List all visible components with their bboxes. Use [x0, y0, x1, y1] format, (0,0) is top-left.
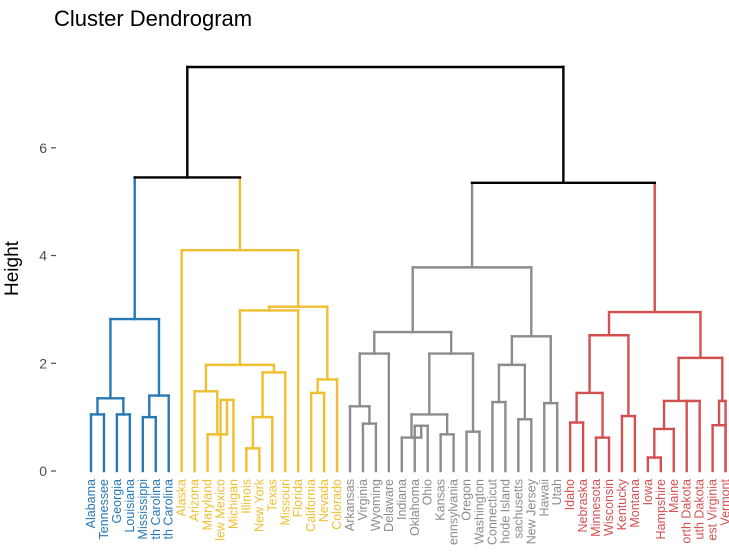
leaf-label: orth Dakota: [680, 479, 694, 544]
leaf-label: Texas: [265, 479, 279, 512]
leaf-label: Wyoming: [369, 479, 383, 531]
leaf-label: Montana: [628, 479, 642, 528]
leaf-label: Wisconsin: [602, 479, 616, 536]
leaf-label: Hampshire: [654, 479, 668, 539]
leaf-label: sachusetts: [511, 479, 525, 539]
leaf-label: Kansas: [434, 479, 448, 521]
leaf-label: Connecticut: [485, 478, 499, 545]
leaf-label: Virginia: [356, 479, 370, 521]
leaf-label: Vermont: [719, 478, 729, 525]
leaf-label: Tennessee: [97, 479, 111, 540]
leaf-label: Washington: [473, 479, 487, 545]
leaf-labels: AlabamaTennesseeGeorgiaLouisianaMississi…: [84, 478, 729, 545]
y-tick-label: 6: [39, 140, 47, 156]
y-tick-label: 4: [39, 248, 47, 264]
leaf-label: Ohio: [421, 479, 435, 505]
leaf-label: lew Mexico: [214, 479, 228, 541]
leaf-label: th Carolina: [149, 479, 163, 539]
leaf-label: Georgia: [110, 479, 124, 524]
y-tick-label: 0: [39, 463, 47, 479]
leaf-label: Hawaii: [537, 479, 551, 517]
leaf-label: Michigan: [226, 479, 240, 529]
leaf-label: California: [304, 479, 318, 532]
leaf-label: Maine: [667, 479, 681, 513]
leaf-label: Alaska: [175, 479, 189, 517]
leaf-label: Nebraska: [576, 479, 590, 533]
leaf-label: Missouri: [278, 479, 292, 526]
leaf-label: ennsylvania: [447, 479, 461, 545]
y-axis: 0 2 4 6: [39, 140, 56, 479]
leaf-label: th Carolina: [162, 479, 176, 539]
y-tick-label: 2: [39, 355, 47, 371]
leaf-label: New York: [252, 478, 266, 532]
leaf-label: Oklahoma: [408, 479, 422, 536]
leaf-label: Minnesota: [589, 479, 603, 537]
leaf-label: Delaware: [382, 479, 396, 532]
leaf-label: Arkansas: [343, 479, 357, 531]
leaf-label: Alabama: [84, 479, 98, 528]
leaf-label: Louisiana: [123, 479, 137, 533]
leaf-label: Maryland: [201, 479, 215, 530]
leaf-label: Illinois: [239, 479, 253, 514]
leaf-label: Arizona: [188, 479, 202, 521]
leaf-label: Idaho: [563, 479, 577, 510]
leaf-label: hode Island: [498, 479, 512, 544]
leaf-label: Mississippi: [136, 479, 150, 539]
leaf-label: uth Dakota: [693, 479, 707, 540]
dendrogram-links: [89, 65, 727, 473]
leaf-label: Oregon: [460, 479, 474, 521]
leaf-label: New Jersey: [524, 478, 538, 544]
leaf-label: Florida: [291, 479, 305, 517]
leaf-label: Nevada: [317, 479, 331, 522]
leaf-label: Kentucky: [615, 478, 629, 530]
leaf-label: Colorado: [330, 479, 344, 530]
chart-title: Cluster Dendrogram: [54, 6, 253, 31]
leaf-label: Indiana: [395, 479, 409, 520]
leaf-label: Iowa: [641, 479, 655, 505]
leaf-label: Utah: [550, 479, 564, 505]
leaf-label: est Virginia: [706, 479, 720, 541]
